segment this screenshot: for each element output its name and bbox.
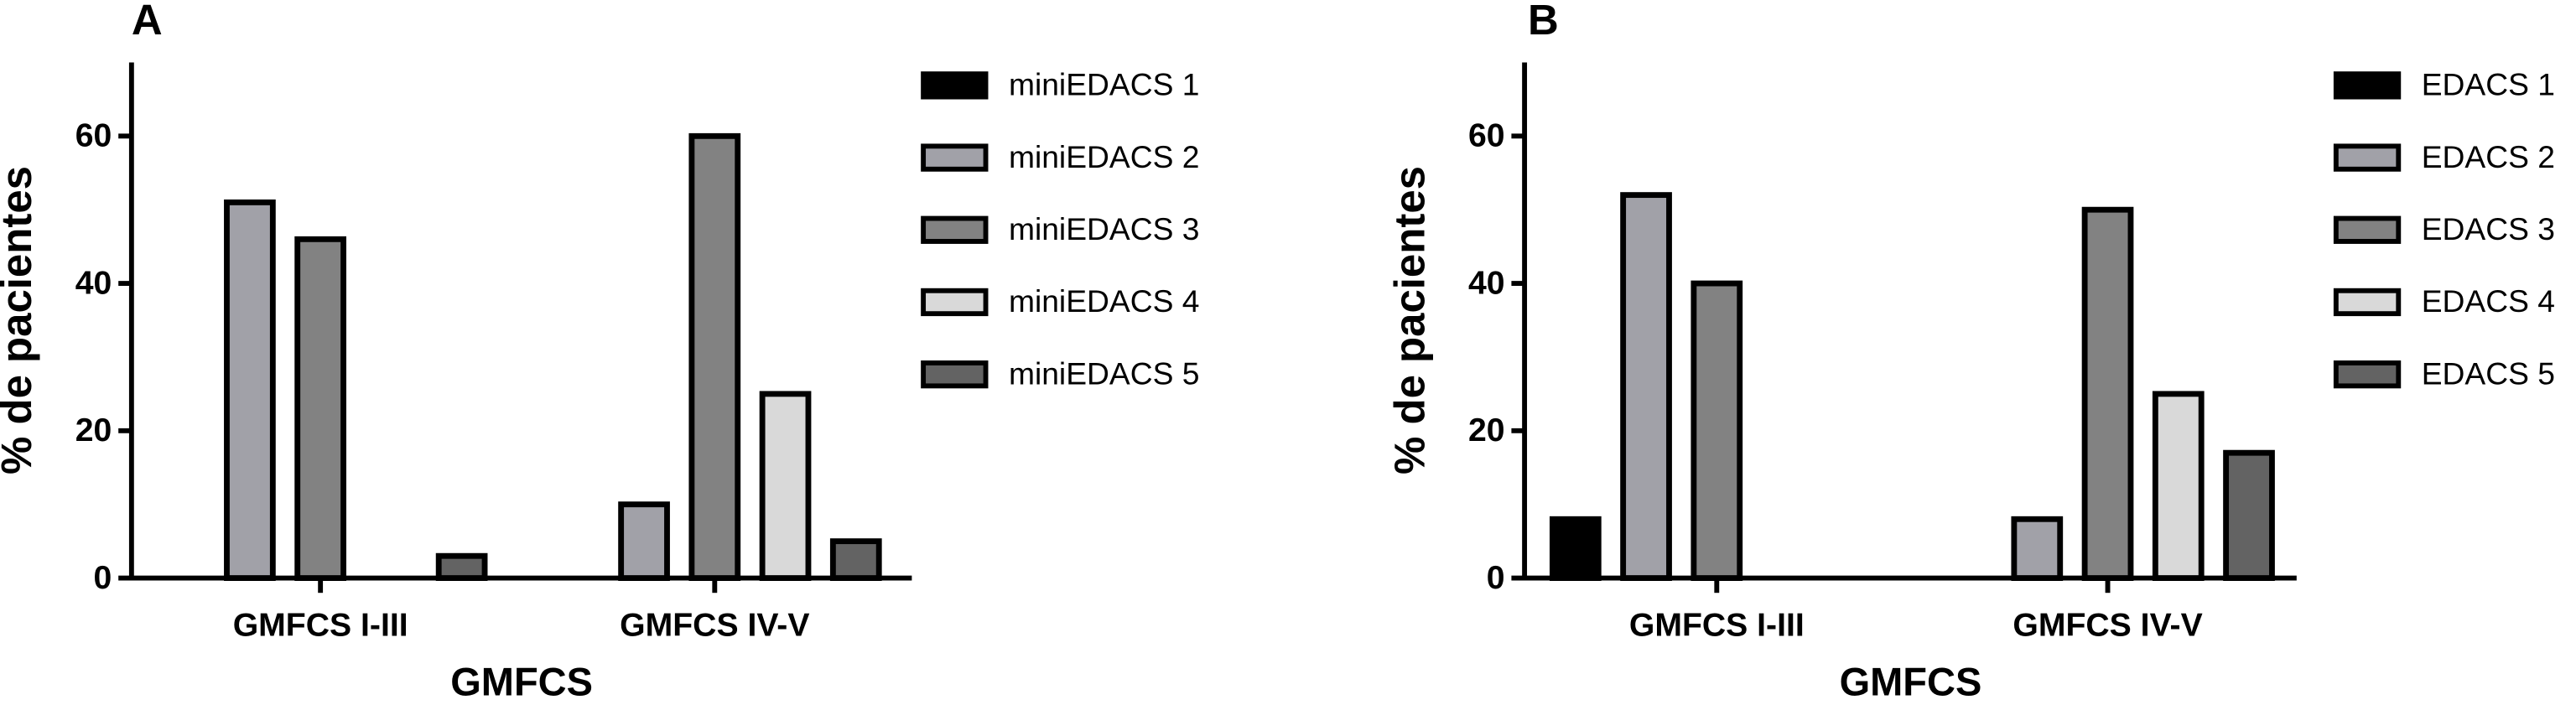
bar [2152, 391, 2205, 581]
y-axis-title: % de pacientes [0, 166, 40, 474]
legend-label: miniEDACS 2 [1009, 139, 1200, 174]
x-tick-label: GMFCS IV-V [2012, 608, 2202, 644]
y-axis-title: % de pacientes [1385, 166, 1433, 474]
y-tick-label: 20 [75, 412, 112, 448]
legend-label: EDACS 4 [2422, 283, 2555, 319]
y-tick-label: 0 [1487, 560, 1505, 596]
y-tick-label: 0 [94, 560, 112, 596]
bar [759, 391, 812, 581]
legend-label: miniEDACS 5 [1009, 355, 1200, 391]
bar [1690, 280, 1743, 581]
bar [2011, 516, 2064, 581]
y-tick-label: 60 [75, 118, 112, 154]
x-tick-label: GMFCS I-III [233, 608, 408, 644]
legend-swatch [2333, 288, 2402, 317]
legend-swatch [921, 143, 989, 172]
panel-label: A [132, 0, 163, 44]
legend-label: EDACS 3 [2422, 211, 2555, 246]
legend-swatch [921, 215, 989, 244]
x-axis-title: GMFCS [450, 659, 593, 703]
y-tick-label: 20 [1468, 412, 1505, 448]
bar [435, 552, 488, 581]
bar [618, 501, 670, 581]
x-axis-title: GMFCS [1840, 659, 1982, 703]
legend-label: EDACS 1 [2422, 67, 2555, 102]
legend-label: miniEDACS 4 [1009, 283, 1200, 319]
legend-swatch [2333, 71, 2402, 100]
legend-swatch [921, 360, 989, 389]
bar [224, 199, 276, 581]
bar [1620, 192, 1672, 581]
legend-swatch [2333, 143, 2402, 172]
x-tick-label: GMFCS I-III [1629, 608, 1805, 644]
legend-swatch [921, 288, 989, 317]
y-tick-label: 40 [1468, 265, 1505, 301]
y-tick-label: 40 [75, 265, 112, 301]
legend-label: miniEDACS 1 [1009, 67, 1200, 102]
legend-label: EDACS 5 [2422, 355, 2555, 391]
legend-swatch [921, 71, 989, 100]
bar [2223, 449, 2275, 581]
legend-label: miniEDACS 3 [1009, 211, 1200, 246]
panel-label: B [1528, 0, 1559, 44]
legend-swatch [2333, 215, 2402, 244]
bar [2081, 206, 2134, 581]
bar [1549, 516, 1602, 581]
legend-label: EDACS 2 [2422, 139, 2555, 174]
legend-swatch [2333, 360, 2402, 389]
bar [294, 236, 347, 581]
bar [688, 132, 741, 581]
x-tick-label: GMFCS IV-V [620, 608, 809, 644]
bar [829, 538, 882, 581]
y-tick-label: 60 [1468, 118, 1505, 154]
